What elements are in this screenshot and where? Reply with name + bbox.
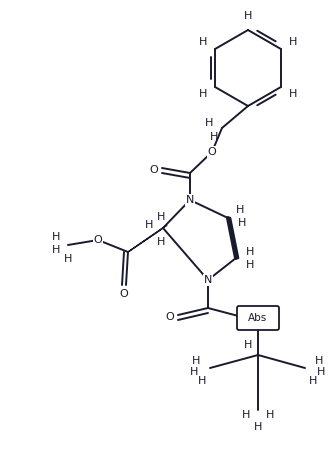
- Text: H: H: [192, 356, 200, 366]
- Text: H: H: [190, 367, 198, 377]
- Text: N: N: [204, 275, 212, 285]
- Text: O: O: [150, 165, 158, 175]
- Text: H: H: [246, 260, 254, 270]
- Text: H: H: [199, 89, 207, 99]
- Text: H: H: [266, 410, 274, 420]
- Text: H: H: [309, 376, 317, 386]
- Text: O: O: [208, 147, 216, 157]
- Text: H: H: [246, 247, 254, 257]
- Text: H: H: [199, 37, 207, 47]
- Text: H: H: [236, 205, 244, 215]
- Text: H: H: [254, 422, 262, 432]
- Text: H: H: [317, 367, 325, 377]
- Text: H: H: [205, 118, 213, 128]
- Text: H: H: [145, 220, 153, 230]
- Text: O: O: [165, 312, 175, 322]
- Text: H: H: [289, 89, 297, 99]
- Text: O: O: [93, 235, 103, 245]
- Text: H: H: [157, 237, 165, 247]
- Text: H: H: [244, 340, 252, 350]
- Text: H: H: [52, 245, 60, 255]
- Polygon shape: [128, 225, 167, 252]
- Text: H: H: [198, 376, 206, 386]
- Text: H: H: [210, 132, 218, 142]
- Text: H: H: [244, 11, 252, 21]
- Text: Abs: Abs: [248, 313, 268, 323]
- Text: H: H: [289, 37, 297, 47]
- Text: H: H: [242, 410, 250, 420]
- Text: H: H: [238, 218, 246, 228]
- Text: H: H: [64, 254, 72, 264]
- Text: H: H: [52, 232, 60, 242]
- FancyBboxPatch shape: [237, 306, 279, 330]
- Text: O: O: [120, 289, 128, 299]
- Text: H: H: [157, 212, 165, 222]
- Text: H: H: [315, 356, 323, 366]
- Text: N: N: [186, 195, 194, 205]
